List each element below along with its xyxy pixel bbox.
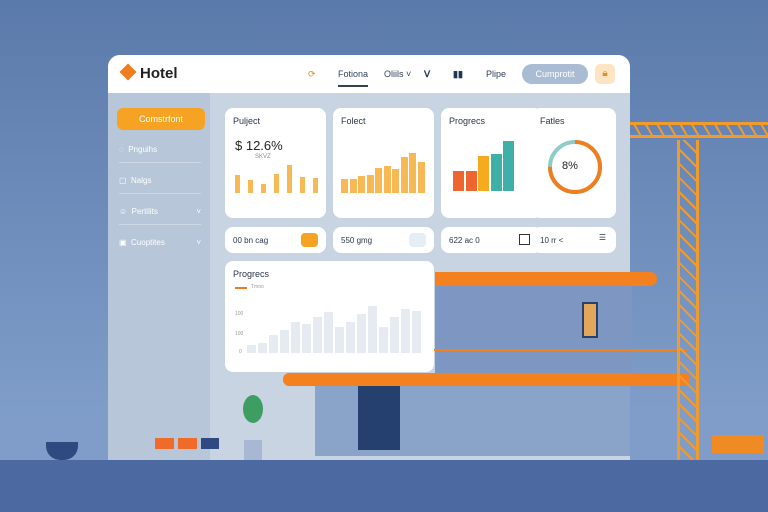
bar xyxy=(280,329,289,353)
bar xyxy=(366,175,374,193)
legend-swatch xyxy=(235,287,247,289)
progress-chart-card: Progrecs Tmoo 100 100 0 xyxy=(225,261,434,372)
bar xyxy=(368,306,377,353)
nav-item[interactable]: Fotiona xyxy=(338,69,369,87)
sidebar-item[interactable]: ☺ Pertilits ˅ xyxy=(119,207,201,225)
fatles-card: Fatles 8% xyxy=(532,108,616,218)
bar xyxy=(247,345,256,353)
sidebar-item[interactable]: ▢ Nalgs xyxy=(119,176,201,194)
bar xyxy=(313,178,318,193)
bar xyxy=(269,334,278,353)
bar xyxy=(412,311,421,353)
plant-pot xyxy=(244,440,262,460)
crane-jib xyxy=(630,122,768,138)
cta-button[interactable]: Cumprotit xyxy=(522,64,588,84)
railing xyxy=(283,349,688,351)
sidebar: Comstrfont ◌ Pnguihs ▢ Nalgs ☺ Pertilits… xyxy=(108,93,210,460)
stat-chip[interactable]: 622 ac 0 xyxy=(441,227,542,253)
bar xyxy=(341,179,348,193)
roof xyxy=(435,272,657,286)
bar xyxy=(453,171,464,191)
building-facade xyxy=(435,285,632,375)
crane-tower xyxy=(677,140,699,460)
bar xyxy=(346,321,355,353)
header: Hotel ⟳ Fotiona Oliils ˅ ᐯ ▮▮ Plipe Cump… xyxy=(108,55,630,93)
bar xyxy=(302,324,311,353)
plant-pot xyxy=(46,442,78,460)
bar xyxy=(258,342,267,353)
sidebar-item[interactable]: ▣ Cuoptites ˅ xyxy=(119,238,201,247)
bar xyxy=(287,164,292,193)
window xyxy=(582,302,598,338)
bar xyxy=(235,175,240,193)
bar xyxy=(358,175,365,193)
bar xyxy=(490,153,502,191)
sidebar-primary-button[interactable]: Comstrfont xyxy=(117,108,205,130)
door xyxy=(358,386,400,450)
crates xyxy=(155,438,219,449)
bar xyxy=(261,184,266,193)
bar xyxy=(465,171,477,191)
plant xyxy=(243,395,263,423)
bar xyxy=(357,314,366,353)
bar xyxy=(392,169,399,193)
bar xyxy=(324,312,333,353)
bar xyxy=(335,327,344,353)
bar xyxy=(400,157,408,193)
bar xyxy=(248,179,253,193)
bar xyxy=(300,176,305,193)
donut-progress xyxy=(548,140,602,194)
stat-chip[interactable]: 10 rr < ☰ xyxy=(532,227,616,253)
balcony xyxy=(283,373,690,386)
nav-dropdown[interactable]: Oliils ˅ xyxy=(384,69,412,79)
bar xyxy=(274,173,279,193)
chart-icon[interactable]: ▮▮ xyxy=(453,69,463,79)
bar xyxy=(417,161,425,193)
refresh-icon[interactable]: ⟳ xyxy=(308,69,316,79)
folect-card: Folect xyxy=(333,108,434,218)
bar xyxy=(478,156,489,191)
ground xyxy=(0,460,768,512)
bar xyxy=(375,167,382,193)
bird-icon[interactable]: ᐯ xyxy=(424,69,431,79)
truck xyxy=(712,435,764,453)
bar-chart xyxy=(235,163,320,193)
logo-icon xyxy=(119,63,137,81)
bar xyxy=(390,316,399,353)
bar xyxy=(379,327,388,353)
progress-bar-chart xyxy=(247,301,425,353)
bar-chart xyxy=(453,141,523,191)
lock-icon[interactable]: 🔒︎ xyxy=(595,64,615,84)
bar xyxy=(349,179,357,193)
sidebar-item[interactable]: ◌ Pnguihs xyxy=(119,145,201,163)
logo[interactable]: Hotel xyxy=(119,63,178,82)
bar xyxy=(503,141,514,191)
bar-chart xyxy=(341,153,427,193)
donut-chart xyxy=(548,140,602,194)
bar xyxy=(409,153,416,193)
list-icon: ☰ xyxy=(598,233,606,242)
app-window: Hotel ⟳ Fotiona Oliils ˅ ᐯ ▮▮ Plipe Cump… xyxy=(108,55,630,460)
bar xyxy=(291,321,300,353)
bar xyxy=(313,316,322,353)
project-card: Pulject $ 12.6% SKVZ xyxy=(225,108,326,218)
nav-item[interactable]: Plipe xyxy=(486,69,507,79)
stat-chip[interactable]: 550 gmg xyxy=(333,227,434,253)
stat-chip[interactable]: 00 bn cag xyxy=(225,227,326,253)
bar xyxy=(401,308,410,353)
bar xyxy=(383,165,391,193)
progress-card-small: Progrecs xyxy=(441,108,542,218)
